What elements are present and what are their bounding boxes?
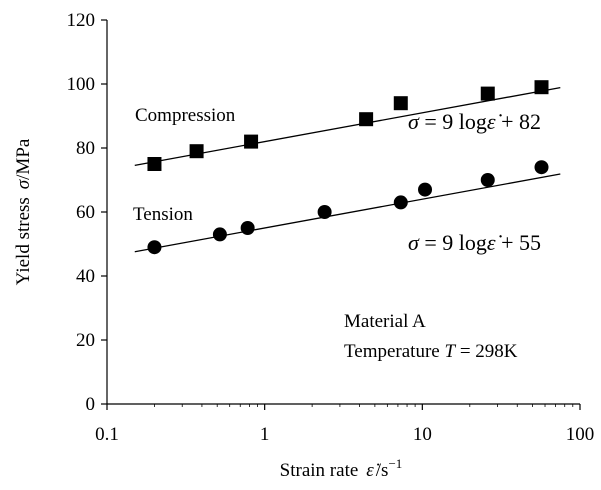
equation-compression: σ = 9 logε̇ + 82 bbox=[408, 109, 541, 134]
y-tick-label: 40 bbox=[76, 266, 95, 287]
data-point-tension bbox=[317, 205, 332, 219]
data-point-tension bbox=[212, 227, 227, 242]
y-ticks: 0 20 40 60 80 100 120 bbox=[67, 10, 107, 415]
y-tick-label: 100 bbox=[67, 74, 96, 95]
series-label-compression: Compression bbox=[135, 105, 236, 126]
data-point-tension bbox=[240, 221, 255, 235]
x-tick-label: 1 bbox=[260, 424, 270, 445]
data-point-tension bbox=[147, 240, 162, 255]
data-point-compression bbox=[393, 96, 408, 111]
y-tick-label: 20 bbox=[76, 330, 95, 351]
x-axis-title: Strain rate ε̇/s−1 bbox=[280, 456, 403, 481]
data-point-compression bbox=[189, 144, 204, 159]
y-axis-title: Yield stressσ/MPa bbox=[13, 138, 34, 285]
data-point-compression bbox=[147, 157, 162, 171]
data-point-compression bbox=[244, 134, 259, 149]
data-point-compression bbox=[534, 80, 549, 95]
fit-line-tension bbox=[134, 173, 561, 253]
data-point-compression bbox=[480, 86, 495, 101]
annotation-material: Material A bbox=[344, 311, 426, 332]
y-tick-label: 80 bbox=[76, 138, 95, 159]
x-ticks: 0.1 1 10 100 bbox=[95, 404, 594, 445]
x-tick-label: 10 bbox=[413, 424, 432, 445]
y-tick-label: 120 bbox=[67, 10, 96, 31]
data-markers bbox=[147, 80, 549, 255]
y-tick-label: 60 bbox=[76, 202, 95, 223]
data-point-tension bbox=[393, 195, 408, 210]
series-label-tension: Tension bbox=[133, 204, 193, 225]
data-point-tension bbox=[534, 160, 549, 175]
equation-tension: σ = 9 logε̇ + 55 bbox=[408, 230, 541, 255]
x-tick-label: 0.1 bbox=[95, 424, 119, 445]
annotation-temperature: Temperature T = 298K bbox=[344, 341, 518, 362]
x-tick-label: 100 bbox=[566, 424, 595, 445]
y-tick-label: 0 bbox=[86, 394, 96, 415]
data-point-tension bbox=[418, 182, 433, 197]
data-point-compression bbox=[359, 112, 374, 127]
data-point-tension bbox=[480, 173, 495, 187]
